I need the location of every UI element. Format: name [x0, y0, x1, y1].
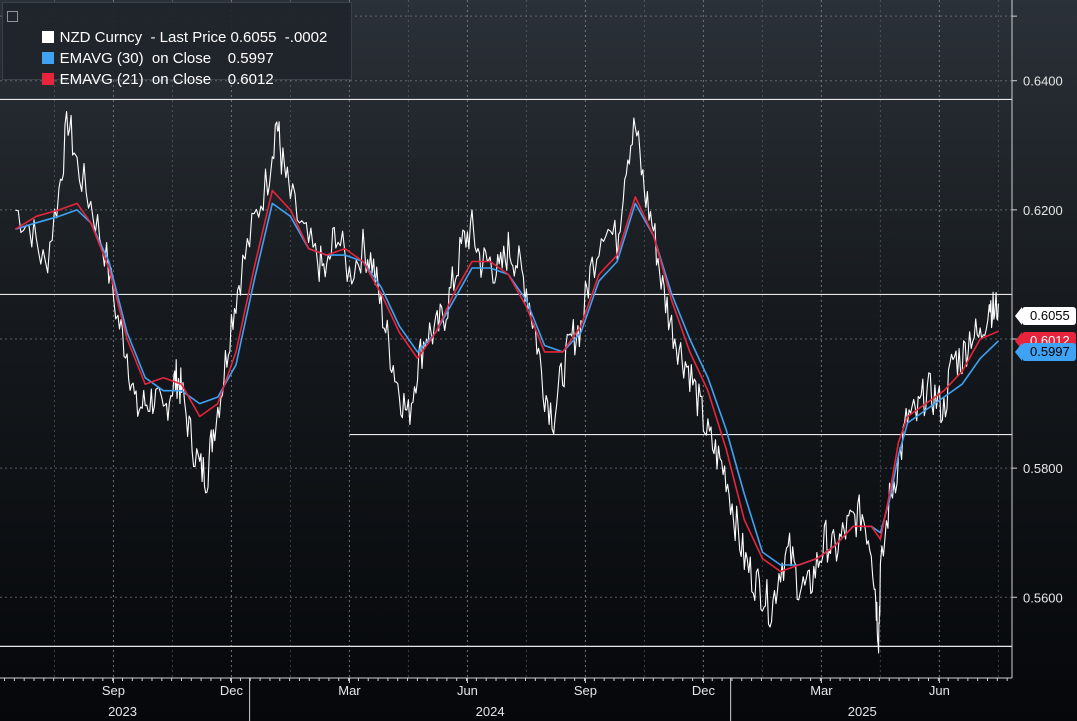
legend-ema30-label: EMAVG (30) on Close — [59, 50, 212, 67]
legend-ema21-value: 0.6012 — [227, 71, 274, 88]
y-tick-label: 0.6200 — [1023, 203, 1063, 218]
ema30-price-tag: 0.5997 — [1015, 343, 1076, 361]
legend-price-label: NZD Curncy - Last Price — [59, 29, 227, 46]
grid-lines — [0, 0, 1012, 678]
support-resistance-lines — [0, 98, 1012, 647]
legend-collapse-box[interactable] — [7, 11, 18, 22]
x-tick-label: Dec — [692, 683, 716, 698]
y-tick-label: 0.6400 — [1023, 74, 1063, 89]
legend-swatch-ema21 — [41, 73, 54, 85]
legend-row-ema21[interactable]: EMAVG (21) on Close 0.6012 — [25, 53, 274, 88]
legend-row-price[interactable]: NZD Curncy - Last Price 0.6055 -.0002 — [25, 11, 327, 46]
x-tick-label: Mar — [338, 683, 361, 698]
legend-row-ema30[interactable]: EMAVG (30) on Close 0.5997 — [25, 32, 274, 67]
y-tick-label: 0.5600 — [1023, 590, 1063, 605]
x-tick-label: Jun — [457, 683, 478, 698]
ema21-series-line — [14, 189, 999, 573]
legend-ema30-value: 0.5997 — [227, 50, 274, 67]
x-tick-label: Mar — [810, 683, 833, 698]
year-label: 2024 — [476, 704, 505, 719]
series-lines — [14, 111, 999, 654]
last-price-tag: 0.6055 — [1015, 307, 1076, 325]
legend-price-value: 0.6055 — [230, 29, 277, 46]
x-tick-label: Jun — [929, 683, 950, 698]
chart-legend[interactable]: NZD Curncy - Last Price 0.6055 -.0002 EM… — [2, 2, 352, 88]
legend-swatch-price — [41, 31, 54, 43]
x-tick-label: Sep — [574, 683, 597, 698]
year-label: 2023 — [108, 704, 137, 719]
price-series-line — [15, 111, 999, 654]
legend-swatch-ema30 — [41, 52, 54, 64]
legend-ema21-label: EMAVG (21) on Close — [59, 71, 212, 88]
y-tick-label: 0.5800 — [1023, 461, 1063, 476]
x-tick-label: Dec — [220, 683, 244, 698]
year-label: 2025 — [848, 704, 877, 719]
ema30-series-line — [15, 202, 999, 566]
x-tick-label: Sep — [102, 683, 125, 698]
legend-price-change: -.0002 — [284, 29, 328, 46]
